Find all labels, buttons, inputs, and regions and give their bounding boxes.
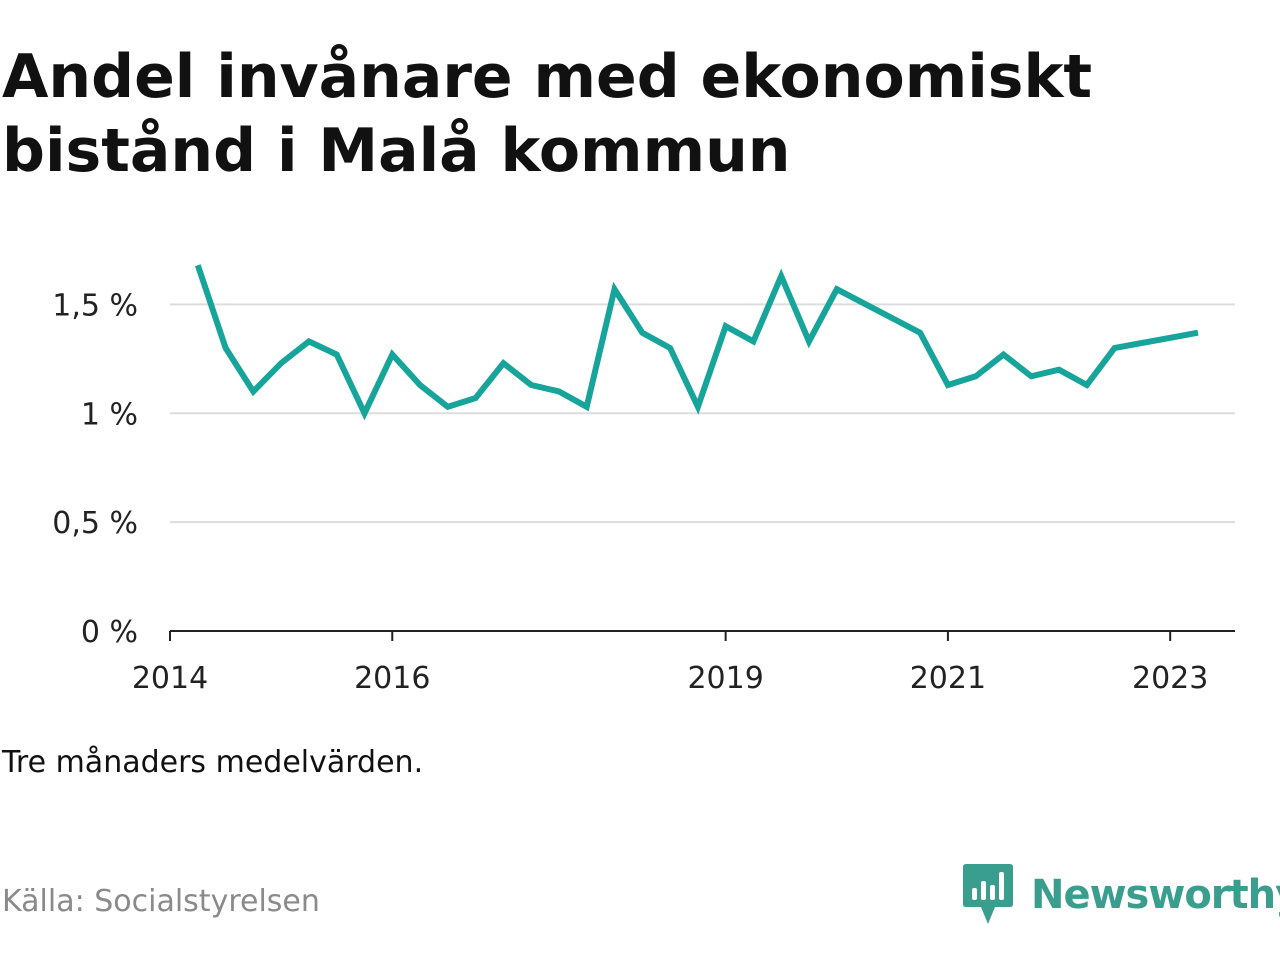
x-tick-label: 2021 xyxy=(910,661,986,696)
line-chart: 0 % 0,5 % 1 % 1,5 % 2014 2016 2019 2021 2023 xyxy=(52,264,1235,696)
chart-title: Andel invånare med ekonomiskt bistånd i … xyxy=(2,42,1093,186)
x-tick-label: 2019 xyxy=(687,661,763,696)
y-tick-label: 1 % xyxy=(81,397,138,432)
y-tick-label: 0 % xyxy=(81,615,138,650)
y-tick-label: 1,5 % xyxy=(52,288,138,323)
x-tick-label: 2014 xyxy=(132,661,208,696)
newsworthy-logo[interactable]: Newsworthy xyxy=(963,864,1280,926)
source-label: Källa: Socialstyrelsen xyxy=(2,884,320,919)
brand-name: Newsworthy xyxy=(1031,872,1280,918)
y-tick-label: 0,5 % xyxy=(52,506,138,541)
y-axis-labels: 0 % 0,5 % 1 % 1,5 % xyxy=(52,288,138,650)
gridlines xyxy=(170,303,1235,524)
series-line-0 xyxy=(194,264,1199,421)
bar-chart-speech-bubble-icon xyxy=(963,864,1013,924)
x-axis-ticks: 2014 2016 2019 2021 2023 xyxy=(132,631,1208,696)
x-tick-label: 2016 xyxy=(354,661,430,696)
chart-note: Tre månaders medelvärden. xyxy=(2,745,424,780)
x-tick-label: 2023 xyxy=(1132,661,1208,696)
series-group xyxy=(194,264,1199,421)
